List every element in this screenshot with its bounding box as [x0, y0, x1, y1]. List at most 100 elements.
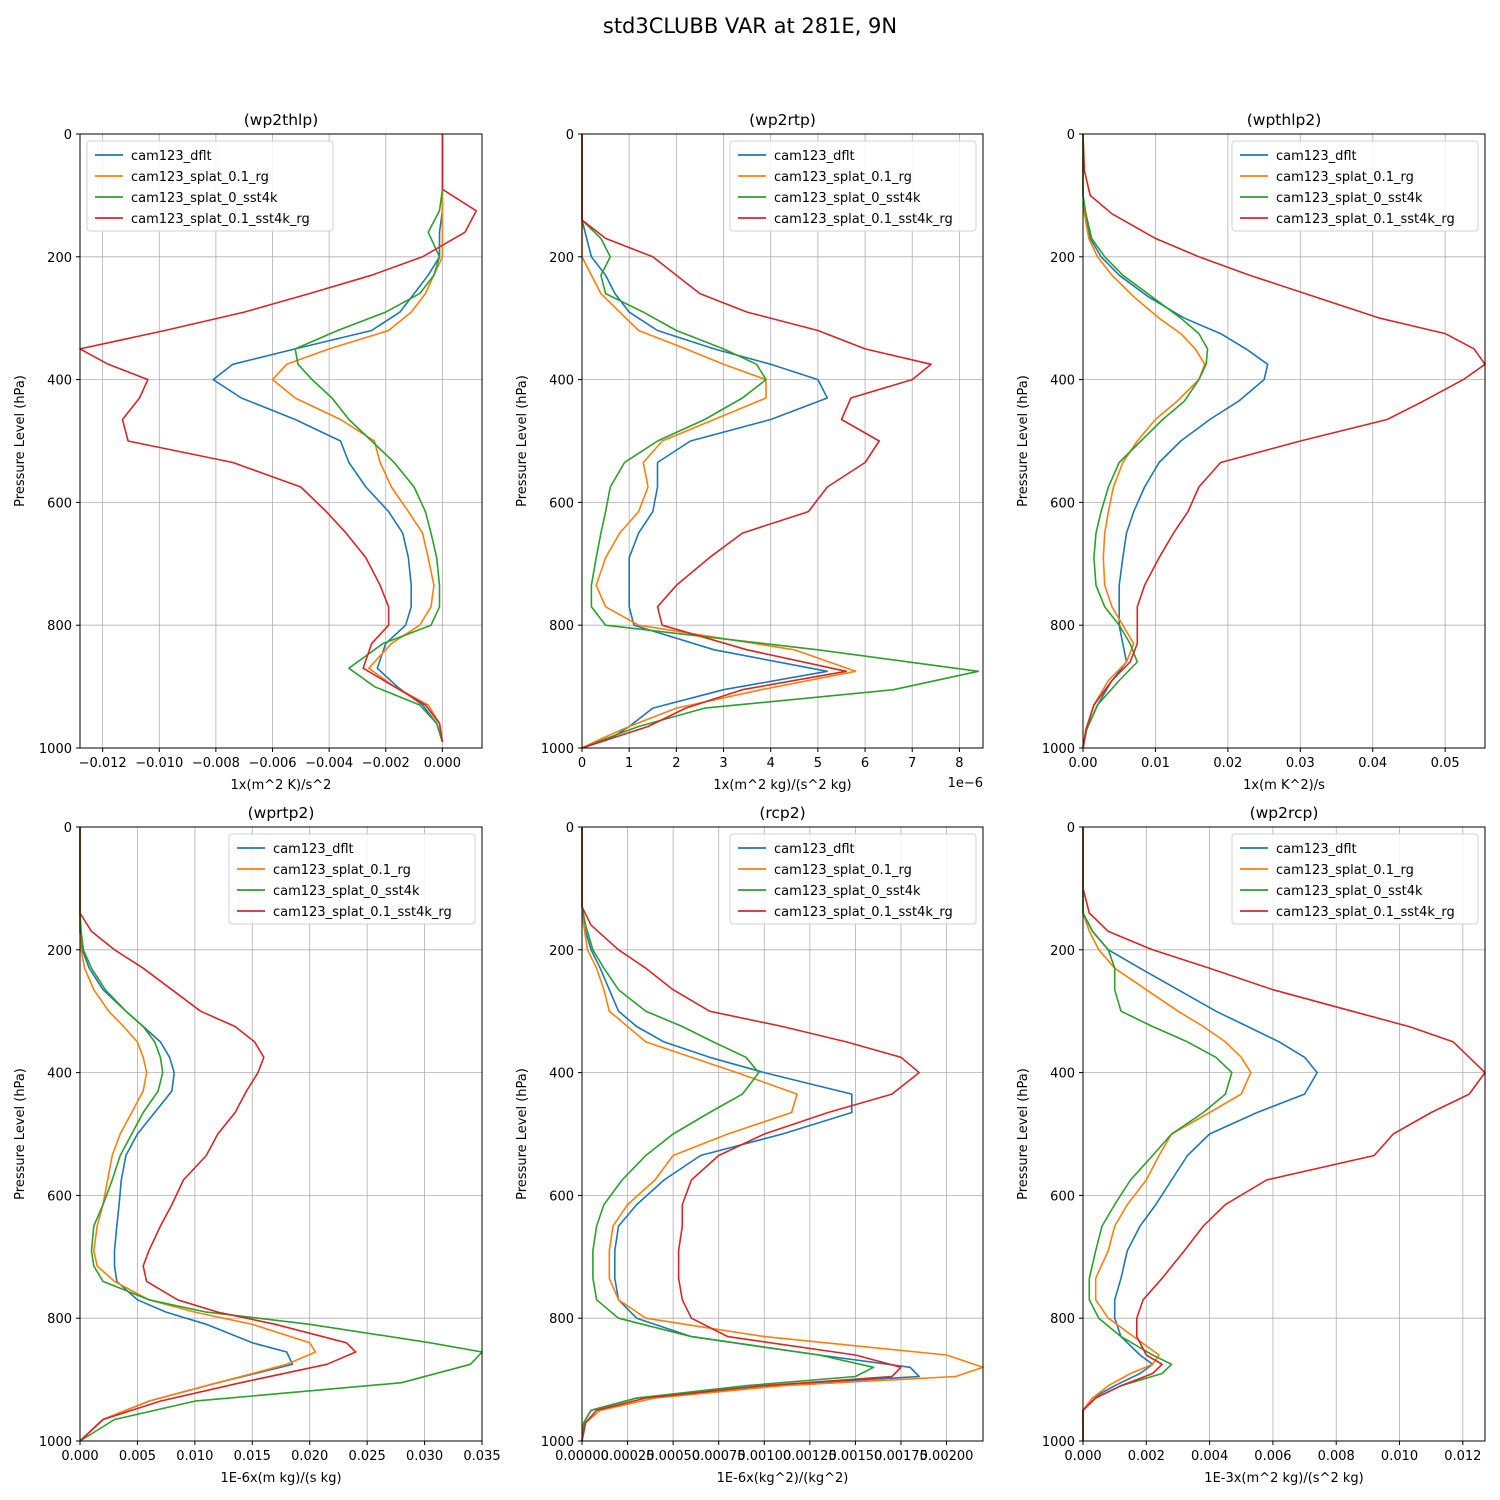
legend-label: cam123_splat_0_sst4k: [1276, 191, 1423, 206]
axes-frame: [79, 133, 483, 749]
series-line-cam123_splat_0.1_rg: [1082, 827, 1252, 1441]
legend-label: cam123_splat_0_sst4k: [1276, 884, 1423, 899]
x-tick-label: 0: [578, 756, 586, 771]
x-tick-label: 0.010: [176, 1449, 213, 1464]
x-tick-label: 0.00000: [555, 1449, 609, 1464]
x-tick-label: 0.03: [1286, 756, 1315, 771]
y-tick-label: 200: [549, 944, 574, 959]
legend-box: [86, 140, 334, 232]
series-line-cam123_splat_0.1_sst4k_rg: [1082, 827, 1486, 1441]
x-axis-label: 1E-6x(m kg)/(s kg): [220, 1471, 341, 1486]
x-tick-label: 0.00025: [601, 1449, 655, 1464]
x-tick-label: 0.000: [61, 1449, 98, 1464]
y-tick-label: 200: [47, 251, 72, 266]
legend-label: cam123_splat_0.1_sst4k_rg: [273, 905, 452, 920]
y-axis-label: Pressure Level (hPa): [1016, 375, 1031, 507]
x-tick-label: 0.004: [1191, 1449, 1228, 1464]
legend: cam123_dflt cam123_splat_0.1_rg cam123_spl…: [729, 833, 977, 925]
panel-title: (wp2thlp): [244, 111, 319, 129]
y-tick-label: 0: [566, 128, 574, 143]
x-tick-label: 0.04: [1358, 756, 1387, 771]
x-axis-label: 1x(m^2 K)/s^2: [231, 778, 332, 793]
y-tick-label: 400: [1050, 374, 1075, 389]
series-line-cam123_splat_0.1_sst4k_rg: [581, 827, 921, 1442]
legend-label: cam123_dflt: [131, 149, 212, 164]
legend-label: cam123_dflt: [774, 149, 855, 164]
y-tick-label: 800: [47, 619, 72, 634]
axes-frame: [581, 826, 984, 1442]
legend-label: cam123_splat_0.1_rg: [131, 170, 269, 185]
legend: cam123_dflt cam123_splat_0.1_rg cam123_spl…: [1231, 140, 1479, 232]
series-line-cam123_splat_0.1_sst4k_rg: [1082, 133, 1486, 749]
series-line-cam123_splat_0_sst4k: [581, 134, 980, 749]
y-tick-label: 800: [1050, 1312, 1075, 1327]
y-tick-label: 1000: [1042, 742, 1075, 757]
x-tick-label: 0.012: [1444, 1449, 1481, 1464]
x-tick-label: 0.020: [291, 1449, 328, 1464]
y-tick-label: 1000: [541, 742, 574, 757]
y-tick-label: 600: [47, 1189, 72, 1204]
series-line-cam123_dflt: [1082, 134, 1269, 749]
panel-title: (wp2rtp): [749, 111, 816, 129]
x-tick-label: 0.00150: [829, 1449, 883, 1464]
x-tick-label: 2: [672, 756, 680, 771]
x-tick-label: 0.00200: [920, 1449, 974, 1464]
x-axis-label: 1E-3x(m^2 kg)/(s^2 kg): [1204, 1471, 1363, 1486]
legend-box: [1231, 833, 1479, 925]
series-line-cam123_splat_0.1_rg: [581, 827, 984, 1442]
y-tick-label: 0: [64, 821, 72, 836]
y-tick-label: 400: [47, 374, 72, 389]
y-tick-label: 200: [1050, 944, 1075, 959]
legend: cam123_dflt cam123_splat_0.1_rg cam123_spl…: [1231, 833, 1479, 925]
x-tick-label: 0.030: [406, 1449, 443, 1464]
series-line-cam123_splat_0_sst4k: [1082, 134, 1209, 749]
series-line-cam123_splat_0_sst4k: [581, 827, 875, 1442]
y-tick-label: 800: [549, 1312, 574, 1327]
x-tick-label: 0.00: [1069, 756, 1098, 771]
axes-frame: [79, 826, 483, 1442]
axes-frame: [1082, 133, 1486, 749]
legend-label: cam123_splat_0.1_rg: [774, 863, 912, 878]
y-tick-label: 1000: [1042, 1435, 1075, 1450]
legend-label: cam123_splat_0.1_rg: [1276, 863, 1414, 878]
x-tick-label: −0.002: [362, 756, 410, 771]
panel-title: (rcp2): [759, 804, 805, 822]
x-tick-label: 0.035: [463, 1449, 500, 1464]
y-tick-label: 1000: [39, 1435, 72, 1450]
x-tick-label: 0.02: [1213, 756, 1242, 771]
x-tick-label: 0.01: [1141, 756, 1170, 771]
y-tick-label: 0: [64, 128, 72, 143]
legend-label: cam123_splat_0_sst4k: [774, 884, 921, 899]
x-tick-label: 0.00100: [737, 1449, 791, 1464]
panel-5: 0.000 0.002 0.004 0.006 0.008 0.010 0.012 0 200 4…: [1016, 804, 1486, 1486]
series-line-cam123_splat_0_sst4k: [1082, 827, 1233, 1441]
x-tick-label: 0.00175: [874, 1449, 928, 1464]
x-tick-label: 1: [625, 756, 633, 771]
series-line-cam123_splat_0.1_rg: [1082, 134, 1206, 749]
y-tick-label: 600: [549, 496, 574, 511]
x-tick-label: 0.015: [234, 1449, 271, 1464]
legend-label: cam123_splat_0.1_sst4k_rg: [1276, 212, 1455, 227]
series-line-cam123_dflt: [581, 827, 921, 1442]
y-tick-label: 600: [1050, 496, 1075, 511]
x-tick-label: −0.010: [135, 756, 183, 771]
y-tick-label: 200: [549, 251, 574, 266]
y-tick-label: 400: [549, 1067, 574, 1082]
legend-label: cam123_splat_0.1_rg: [774, 170, 912, 185]
legend-label: cam123_splat_0.1_sst4k_rg: [131, 212, 310, 227]
legend-box: [729, 833, 977, 925]
legend-label: cam123_splat_0.1_rg: [1276, 170, 1414, 185]
legend-label: cam123_dflt: [1276, 842, 1357, 857]
y-tick-label: 200: [1050, 251, 1075, 266]
x-tick-label: −0.006: [248, 756, 296, 771]
y-tick-label: 600: [1050, 1189, 1075, 1204]
x-tick-label: 0.006: [1254, 1449, 1291, 1464]
x-tick-label: −0.004: [305, 756, 353, 771]
legend-box: [1231, 140, 1479, 232]
legend-label: cam123_splat_0.1_rg: [273, 863, 411, 878]
x-tick-label: 6: [861, 756, 869, 771]
y-tick-label: 200: [47, 944, 72, 959]
legend: cam123_dflt cam123_splat_0.1_rg cam123_spl…: [228, 833, 476, 925]
y-axis-label: Pressure Level (hPa): [1016, 1068, 1031, 1200]
legend-label: cam123_dflt: [273, 842, 354, 857]
